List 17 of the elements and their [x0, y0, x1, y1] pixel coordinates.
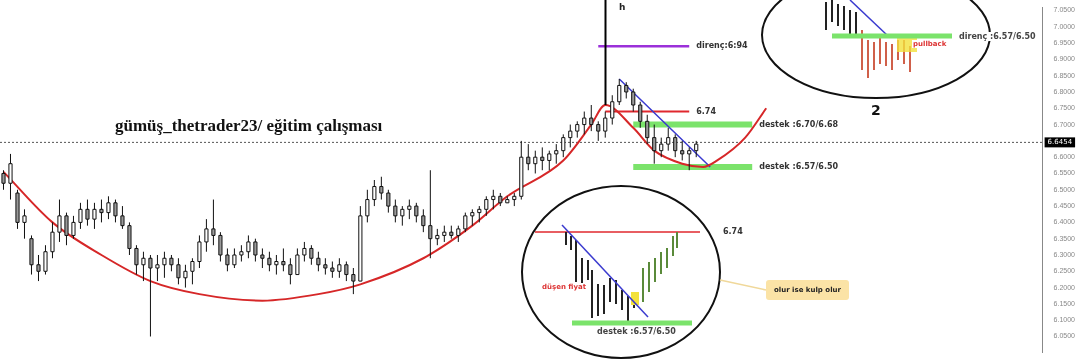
- series-label: destek :6.70/6.68: [759, 119, 839, 129]
- candlestick: [43, 244, 48, 276]
- annotation: direnç :6.57/6.50: [958, 32, 1037, 41]
- candlestick: [22, 208, 27, 240]
- candlestick: [64, 212, 69, 246]
- candlestick: [1, 169, 6, 191]
- annotation: h: [618, 2, 627, 12]
- candlestick: [8, 153, 13, 201]
- series-label: destek :6.57/6.50: [759, 162, 839, 172]
- annotation: 2: [870, 102, 882, 118]
- candlestick: [57, 199, 62, 243]
- series-label: 6.74: [696, 106, 717, 116]
- text: gümüş_thetrader23/ eğitim çalışması: [115, 116, 383, 136]
- annotation: 6.74: [722, 227, 744, 236]
- series-label: direnç:6:94: [696, 41, 749, 51]
- annotation: destek :6.57/6.50: [596, 327, 677, 336]
- candlestick: [36, 254, 41, 282]
